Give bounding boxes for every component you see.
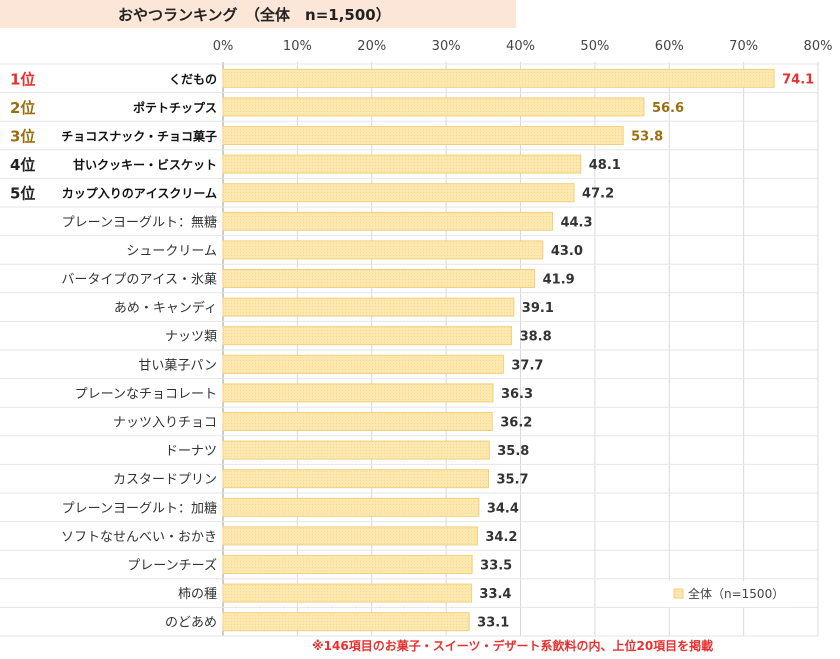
category-label: プレーンヨーグルト：加糖 [62,500,217,516]
category-label: ソフトなせんべい・おかき [61,530,217,545]
category-label: プレーンチーズ [127,558,217,574]
rank-label: 3位 [10,128,35,146]
category-label: カップ入りのアイスクリーム [62,186,217,201]
value-label: 38.8 [520,330,552,345]
x-tick-label: 40% [506,39,535,54]
x-tick-label: 10% [283,39,312,54]
bar [222,126,624,145]
category-label: プレーンなチョコレート [75,387,217,402]
rank-label: 5位 [10,185,35,203]
value-label: 43.0 [551,244,583,259]
category-label: ナッツ入りチョコ [113,416,217,431]
legend-box [666,581,790,607]
bar [222,97,645,117]
value-label: 74.1 [782,72,814,87]
bar [222,469,490,489]
bar [222,326,513,346]
value-label: 36.2 [500,416,532,431]
x-tick-label: 0% [213,39,234,54]
gridlines [0,62,819,637]
legend-label: 全体（n=1500） [688,586,784,601]
bar [222,154,582,174]
bar [222,497,480,517]
x-tick-label: 60% [655,39,684,54]
value-label: 36.3 [501,387,533,402]
legend-swatch [673,588,684,599]
x-tick-label: 30% [432,39,461,54]
rank-label: 1位 [10,70,35,88]
bar [222,440,490,460]
value-label: 35.7 [497,473,529,488]
category-label: バータイプのアイス・氷菓 [61,273,217,288]
value-label: 34.2 [485,530,517,545]
category-label: カスタードプリン [113,473,217,488]
bar [222,269,536,288]
bar [222,240,544,260]
value-label: 44.3 [560,215,592,230]
value-label: 53.8 [631,130,663,145]
value-label: 56.6 [652,101,684,116]
bar [222,583,472,603]
value-label: 37.7 [511,358,543,373]
category-labels: くだものポテトチップスチョコスナック・チョコ菓子甘いクッキー・ビスケットカップ入… [61,72,217,630]
value-label: 34.4 [487,501,519,516]
bar [222,68,775,88]
value-label: 33.4 [479,587,511,602]
bar [222,526,478,546]
x-axis-tick-labels: 0% 10% 20% 30% 40% 50% 60% 70% 80% [213,39,833,54]
category-label: チョコスナック・チョコ菓子 [61,129,217,144]
chart-title: おやつランキング （全体 n=1,500） [118,6,391,24]
category-label: 柿の種 [178,586,217,602]
category-label: くだもの [169,72,217,86]
category-label: のどあめ [165,616,217,631]
value-label: 33.1 [477,616,509,631]
x-tick-label: 70% [729,39,758,54]
category-label: 甘いクッキー・ビスケット [73,157,217,172]
category-label: ドーナツ [165,444,217,459]
value-label: 41.9 [543,273,575,288]
value-label: 35.8 [497,444,529,459]
bar [222,354,504,374]
x-tick-label: 50% [580,39,609,54]
category-label: シュークリーム [126,244,217,259]
title-background [0,0,516,28]
value-label: 47.2 [582,187,614,202]
x-tick-label: 20% [357,39,386,54]
bar [222,297,515,317]
bar [222,383,494,403]
category-label: プレーンヨーグルト：無糖 [62,214,217,230]
value-label: 33.5 [480,559,512,574]
bar [222,211,553,231]
rank-label: 4位 [10,156,35,174]
category-label: あめ・キャンディ [114,300,217,316]
value-label: 48.1 [589,158,621,173]
x-tick-label: 80% [804,39,833,54]
value-labels: 74.1 56.6 53.8 48.1 47.2 44.3 43.0 41.9 39.1 38.8… [477,72,814,630]
bar [222,612,470,632]
bar-series [222,68,775,632]
bar [222,555,473,574]
category-label: 甘い菓子パン [138,358,217,373]
rank-labels: 1位 2位 3位 4位 5位 [10,70,35,202]
value-label: 39.1 [522,301,554,316]
footnote: ※146項目のお菓子・スイーツ・デザート系飲料の内、上位20項目を掲載 [312,639,714,653]
bar [222,183,575,203]
category-label: ナッツ類 [165,330,217,345]
rank-label: 2位 [10,99,35,117]
category-label: ポテトチップス [133,100,217,115]
bar [222,412,493,431]
legend: 全体（n=1500） [666,581,790,607]
